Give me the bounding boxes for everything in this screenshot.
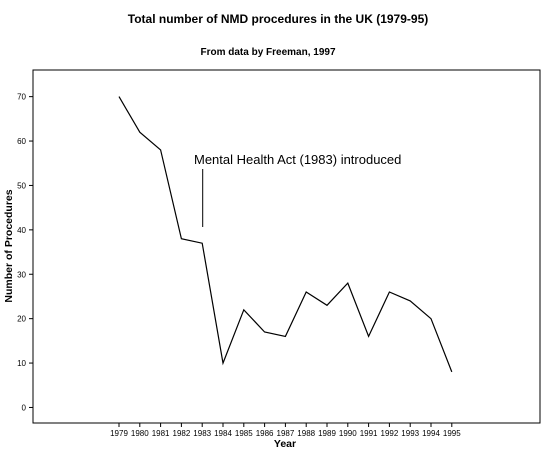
plot-frame [32, 69, 541, 424]
x-tick-label: 1979 [110, 429, 128, 438]
y-tick-label: 40 [17, 226, 26, 235]
x-tick-label: 1983 [193, 429, 211, 438]
x-tick-label: 1991 [360, 429, 378, 438]
y-tick-label: 60 [17, 137, 26, 146]
x-tick-label: 1992 [381, 429, 399, 438]
x-tick-label: 1982 [173, 429, 191, 438]
y-tick-label: 70 [17, 93, 26, 102]
y-tick-label: 30 [17, 270, 26, 279]
x-tick-label: 1993 [401, 429, 419, 438]
x-tick-label: 1990 [339, 429, 357, 438]
y-axis-title: Number of Procedures [3, 189, 15, 302]
x-tick-label: 1994 [422, 429, 440, 438]
x-tick-label: 1985 [235, 429, 253, 438]
x-tick-label: 1981 [152, 429, 170, 438]
x-tick-label: 1986 [256, 429, 274, 438]
y-tick-label: 50 [17, 181, 26, 190]
chart-title: Total number of NMD procedures in the UK… [128, 12, 429, 26]
chart-subtitle: From data by Freeman, 1997 [200, 47, 335, 58]
y-tick-label: 10 [17, 359, 26, 368]
x-tick-label: 1984 [214, 429, 232, 438]
y-axis: 0 10 20 30 40 50 60 70 [17, 93, 33, 412]
x-axis-title: Year [274, 438, 296, 450]
data-points [118, 95, 454, 373]
y-tick-label: 0 [22, 403, 27, 412]
annotation-text: Mental Health Act (1983) introduced [194, 152, 401, 167]
x-tick-label: 1987 [277, 429, 295, 438]
x-tick-label: 1989 [318, 429, 336, 438]
x-tick-label: 1995 [443, 429, 461, 438]
series-line [118, 96, 453, 373]
x-axis: 1979 1980 1981 1982 1983 1984 1985 1986 1987 1988… [110, 423, 461, 438]
x-tick-label: 1980 [131, 429, 149, 438]
x-tick-label: 1988 [297, 429, 315, 438]
y-tick-label: 20 [17, 315, 26, 324]
